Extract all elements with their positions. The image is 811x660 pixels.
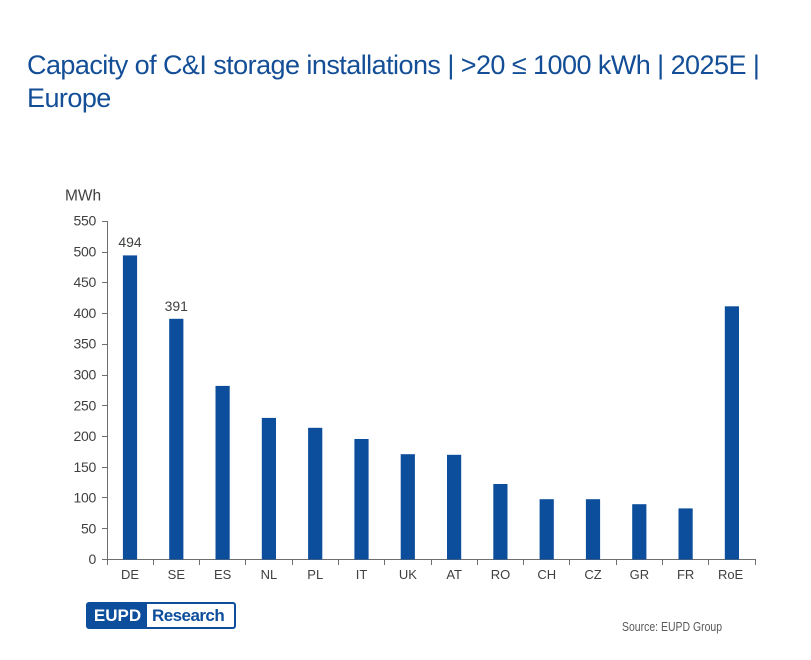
svg-text:CZ: CZ [584,567,601,582]
svg-text:350: 350 [74,336,97,352]
svg-text:PL: PL [307,567,323,582]
svg-text:250: 250 [74,397,97,413]
svg-text:FR: FR [677,567,694,582]
svg-text:150: 150 [74,459,97,475]
svg-text:500: 500 [74,243,97,259]
svg-text:IT: IT [356,567,368,582]
svg-text:200: 200 [74,428,97,444]
svg-text:AT: AT [446,567,462,582]
svg-text:400: 400 [74,305,97,321]
svg-text:494: 494 [118,234,142,250]
svg-text:391: 391 [165,298,189,314]
svg-text:0: 0 [89,551,97,567]
svg-text:GR: GR [630,567,650,582]
svg-text:CH: CH [537,567,556,582]
svg-text:50: 50 [81,520,96,536]
svg-text:450: 450 [74,274,97,290]
svg-text:100: 100 [74,490,97,506]
svg-text:UK: UK [399,567,417,582]
svg-text:550: 550 [74,213,97,229]
svg-text:DE: DE [121,567,139,582]
svg-text:ES: ES [214,567,232,582]
svg-text:300: 300 [74,367,97,383]
svg-text:MWh: MWh [65,188,101,205]
svg-text:RoE: RoE [718,567,744,582]
svg-text:NL: NL [261,567,278,582]
svg-text:SE: SE [168,567,186,582]
svg-text:RO: RO [491,567,511,582]
